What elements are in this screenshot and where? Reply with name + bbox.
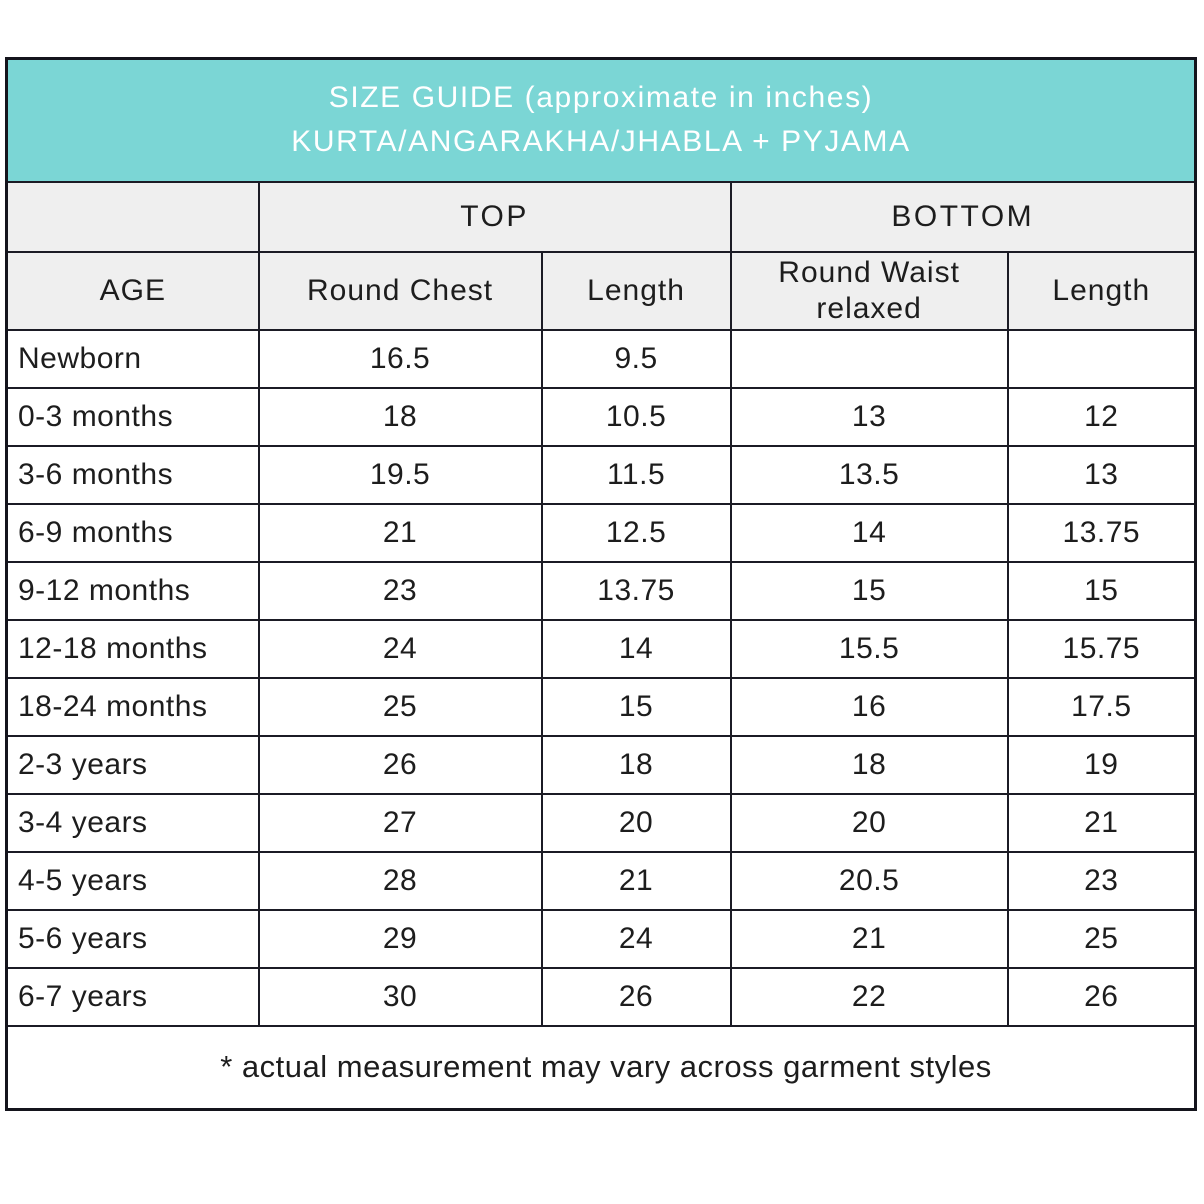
bottom-length-cell: 15	[1006, 560, 1197, 621]
bottom-length-cell: 26	[1006, 966, 1197, 1027]
table-row: 6-9 months 21 12.5 14 13.75	[5, 502, 1197, 563]
banner-row: SIZE GUIDE (approximate in inches) KURTA…	[5, 57, 1197, 183]
table-row: 0-3 months 18 10.5 13 12	[5, 386, 1197, 447]
table-row: 3-6 months 19.5 11.5 13.5 13	[5, 444, 1197, 505]
size-guide-banner: SIZE GUIDE (approximate in inches) KURTA…	[5, 57, 1197, 183]
round-waist-cell: 20.5	[729, 850, 1009, 911]
column-header-bottom-length: Length	[1006, 250, 1197, 331]
footnote: * actual measurement may vary across gar…	[5, 1024, 1197, 1111]
round-waist-cell: 14	[729, 502, 1009, 563]
age-cell: 3-6 months	[5, 444, 260, 505]
group-header-bottom: BOTTOM	[729, 180, 1197, 253]
top-length-cell: 15	[540, 676, 732, 737]
bottom-length-cell: 13.75	[1006, 502, 1197, 563]
bottom-length-cell: 12	[1006, 386, 1197, 447]
age-cell: 12-18 months	[5, 618, 260, 679]
round-waist-cell: 20	[729, 792, 1009, 853]
column-header-round-chest: Round Chest	[257, 250, 543, 331]
round-waist-cell: 15	[729, 560, 1009, 621]
age-cell: 2-3 years	[5, 734, 260, 795]
top-length-cell: 26	[540, 966, 732, 1027]
round-waist-cell	[729, 328, 1009, 389]
age-cell: 5-6 years	[5, 908, 260, 969]
bottom-length-cell	[1006, 328, 1197, 389]
footnote-row: * actual measurement may vary across gar…	[5, 1024, 1197, 1111]
banner-title-line1: SIZE GUIDE (approximate in inches)	[328, 81, 874, 115]
age-cell: 6-9 months	[5, 502, 260, 563]
bottom-length-cell: 13	[1006, 444, 1197, 505]
round-waist-cell: 15.5	[729, 618, 1009, 679]
top-length-cell: 24	[540, 908, 732, 969]
column-header-round-waist: Round Waist relaxed	[729, 250, 1009, 331]
top-length-cell: 18	[540, 734, 732, 795]
table-row: 12-18 months 24 14 15.5 15.75	[5, 618, 1197, 679]
round-chest-cell: 23	[257, 560, 543, 621]
bottom-length-cell: 21	[1006, 792, 1197, 853]
age-cell: 9-12 months	[5, 560, 260, 621]
bottom-length-cell: 17.5	[1006, 676, 1197, 737]
group-header-row: TOP BOTTOM	[5, 180, 1197, 253]
group-header-top: TOP	[257, 180, 732, 253]
round-waist-cell: 18	[729, 734, 1009, 795]
round-chest-cell: 18	[257, 386, 543, 447]
column-header-age: AGE	[5, 250, 260, 331]
table-row: 4-5 years 28 21 20.5 23	[5, 850, 1197, 911]
column-header-row: AGE Round Chest Length Round Waist relax…	[5, 250, 1197, 331]
top-length-cell: 21	[540, 850, 732, 911]
banner-title-line2: KURTA/ANGARAKHA/JHABLA + PYJAMA	[291, 125, 911, 159]
round-chest-cell: 25	[257, 676, 543, 737]
age-cell: Newborn	[5, 328, 260, 389]
round-waist-cell: 13.5	[729, 444, 1009, 505]
table-row: 2-3 years 26 18 18 19	[5, 734, 1197, 795]
round-chest-cell: 16.5	[257, 328, 543, 389]
bottom-length-cell: 19	[1006, 734, 1197, 795]
age-group-spacer	[5, 180, 260, 253]
bottom-length-cell: 15.75	[1006, 618, 1197, 679]
table-row: 5-6 years 29 24 21 25	[5, 908, 1197, 969]
round-chest-cell: 19.5	[257, 444, 543, 505]
age-cell: 6-7 years	[5, 966, 260, 1027]
round-chest-cell: 29	[257, 908, 543, 969]
bottom-length-cell: 25	[1006, 908, 1197, 969]
age-cell: 3-4 years	[5, 792, 260, 853]
round-chest-cell: 30	[257, 966, 543, 1027]
round-chest-cell: 28	[257, 850, 543, 911]
table-row: 3-4 years 27 20 20 21	[5, 792, 1197, 853]
top-length-cell: 9.5	[540, 328, 732, 389]
top-length-cell: 12.5	[540, 502, 732, 563]
round-chest-cell: 27	[257, 792, 543, 853]
table-row: 6-7 years 30 26 22 26	[5, 966, 1197, 1027]
top-length-cell: 20	[540, 792, 732, 853]
round-waist-cell: 16	[729, 676, 1009, 737]
size-guide-table: SIZE GUIDE (approximate in inches) KURTA…	[5, 57, 1197, 1111]
round-waist-cell: 22	[729, 966, 1009, 1027]
table-row: 9-12 months 23 13.75 15 15	[5, 560, 1197, 621]
round-waist-cell: 21	[729, 908, 1009, 969]
round-chest-cell: 24	[257, 618, 543, 679]
top-length-cell: 11.5	[540, 444, 732, 505]
age-cell: 0-3 months	[5, 386, 260, 447]
top-length-cell: 14	[540, 618, 732, 679]
round-chest-cell: 26	[257, 734, 543, 795]
age-cell: 18-24 months	[5, 676, 260, 737]
table-row: Newborn 16.5 9.5	[5, 328, 1197, 389]
top-length-cell: 13.75	[540, 560, 732, 621]
round-waist-cell: 13	[729, 386, 1009, 447]
table-row: 18-24 months 25 15 16 17.5	[5, 676, 1197, 737]
age-cell: 4-5 years	[5, 850, 260, 911]
bottom-length-cell: 23	[1006, 850, 1197, 911]
top-length-cell: 10.5	[540, 386, 732, 447]
column-header-top-length: Length	[540, 250, 732, 331]
size-guide: SIZE GUIDE (approximate in inches) KURTA…	[5, 57, 1197, 1111]
round-chest-cell: 21	[257, 502, 543, 563]
